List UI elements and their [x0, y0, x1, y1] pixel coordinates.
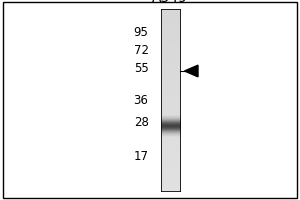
Text: 17: 17 — [134, 150, 148, 162]
Text: 55: 55 — [134, 62, 148, 75]
Bar — [160, 9, 180, 191]
Polygon shape — [184, 65, 198, 77]
Text: 95: 95 — [134, 26, 148, 40]
Text: 36: 36 — [134, 95, 148, 108]
Text: 72: 72 — [134, 45, 148, 58]
Text: A549: A549 — [152, 0, 188, 5]
Text: 28: 28 — [134, 116, 148, 130]
